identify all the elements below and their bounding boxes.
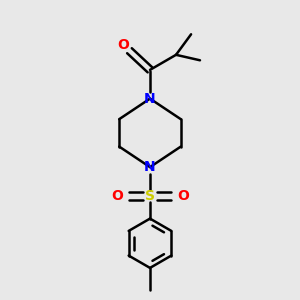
Text: O: O — [117, 38, 129, 52]
Text: O: O — [111, 189, 123, 203]
Text: S: S — [145, 189, 155, 203]
Text: N: N — [144, 92, 156, 106]
Text: N: N — [144, 160, 156, 174]
Text: O: O — [177, 189, 189, 203]
